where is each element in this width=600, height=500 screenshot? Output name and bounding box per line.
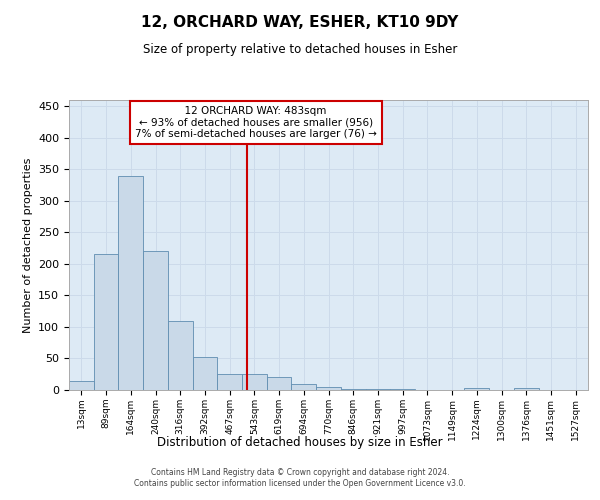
Bar <box>168 320 193 390</box>
Text: Distribution of detached houses by size in Esher: Distribution of detached houses by size … <box>157 436 443 449</box>
Bar <box>242 374 267 390</box>
Text: 12 ORCHARD WAY: 483sqm  
← 93% of detached houses are smaller (956)
7% of semi-d: 12 ORCHARD WAY: 483sqm ← 93% of detached… <box>135 106 377 139</box>
Bar <box>94 254 118 390</box>
Text: Size of property relative to detached houses in Esher: Size of property relative to detached ho… <box>143 42 457 56</box>
Bar <box>193 357 217 390</box>
Text: Contains HM Land Registry data © Crown copyright and database right 2024.
Contai: Contains HM Land Registry data © Crown c… <box>134 468 466 487</box>
Bar <box>217 374 242 390</box>
Bar <box>118 176 143 390</box>
Text: 12, ORCHARD WAY, ESHER, KT10 9DY: 12, ORCHARD WAY, ESHER, KT10 9DY <box>142 15 458 30</box>
Bar <box>316 387 341 390</box>
Bar <box>341 388 365 390</box>
Bar <box>514 388 539 390</box>
Bar <box>69 380 94 390</box>
Bar <box>267 378 292 390</box>
Bar <box>365 388 390 390</box>
Bar <box>464 388 489 390</box>
Bar <box>292 384 316 390</box>
Y-axis label: Number of detached properties: Number of detached properties <box>23 158 32 332</box>
Bar <box>143 252 168 390</box>
